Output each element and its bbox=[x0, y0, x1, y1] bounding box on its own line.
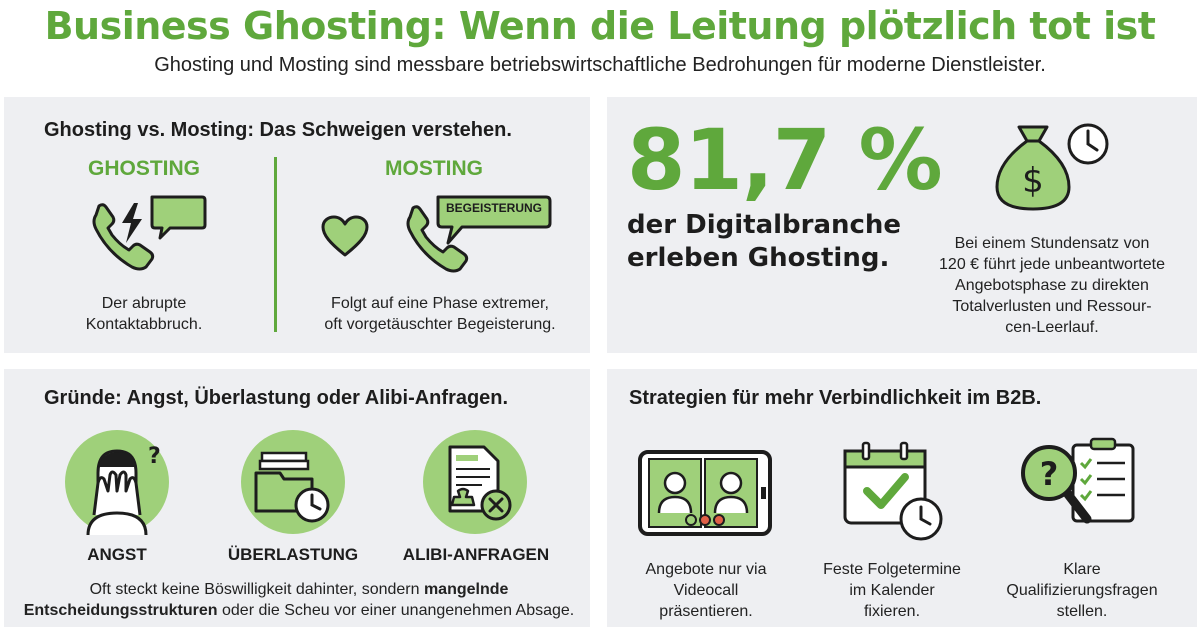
speech-bubble-icon bbox=[150, 195, 207, 240]
strategy-caption-line: im Kalender bbox=[849, 582, 935, 599]
strategy-caption: Angebote nur via Videocall präsentieren. bbox=[621, 559, 791, 622]
strategy-caption-line: Klare bbox=[1063, 561, 1101, 578]
statistic-panel: 81,7 % der Digitalbranche erleben Ghosti… bbox=[607, 97, 1197, 353]
reasons-text-bold: mangelnde bbox=[423, 581, 509, 598]
clock-icon bbox=[1067, 123, 1109, 165]
comparison-panel: Ghosting vs. Mosting: Das Schweigen vers… bbox=[4, 97, 590, 353]
bubble-text: BEGEISTERUNG bbox=[445, 201, 542, 215]
strategies-title: Strategien für mehr Verbindlichkeit im B… bbox=[629, 387, 1042, 409]
reasons-text: Oft steckt keine Böswilligkeit dahinter,… bbox=[89, 581, 424, 598]
page-subtitle: Ghosting und Mosting sind messbare betri… bbox=[154, 54, 1046, 76]
heart-icon bbox=[321, 215, 369, 257]
reason-label: ÜBERLASTUNG bbox=[227, 545, 359, 564]
strategy-caption-line: fixieren. bbox=[863, 603, 921, 620]
ghosting-caption-line: Der abrupte bbox=[101, 295, 187, 312]
ghosting-caption-line: Kontaktabbruch. bbox=[85, 316, 203, 333]
strategy-caption-line: Feste Folgetermine bbox=[823, 561, 961, 578]
reasons-explanation: Oft steckt keine Böswilligkeit dahinter,… bbox=[14, 579, 584, 621]
reason-label: ANGST bbox=[87, 545, 147, 564]
lightning-icon bbox=[122, 203, 142, 243]
page-header: Business Ghosting: Wenn die Leitung plöt… bbox=[0, 0, 1200, 92]
ghosting-caption: Der abrupte Kontaktabbruch. bbox=[44, 293, 244, 335]
cost-text-line: Bei einem Stundensatz von bbox=[954, 235, 1150, 252]
svg-text:?: ? bbox=[1040, 455, 1059, 493]
mosting-caption-line: Folgt auf eine Phase extremer, bbox=[331, 295, 549, 312]
statistic-text-line: erleben Ghosting. bbox=[627, 243, 890, 273]
svg-text:?: ? bbox=[148, 444, 161, 469]
page-title: Business Ghosting: Wenn die Leitung plöt… bbox=[44, 4, 1156, 48]
reasons-title: Gründe: Angst, Überlastung oder Alibi-An… bbox=[44, 387, 509, 409]
strategy-caption-line: stellen. bbox=[1056, 603, 1108, 620]
covering-face-icon: ? bbox=[65, 430, 169, 536]
reasons-text-bold: Entscheidungsstrukturen bbox=[23, 602, 218, 619]
question-checklist-icon: ? bbox=[1021, 437, 1135, 524]
cost-text-line: cen-Leerlauf. bbox=[1005, 319, 1099, 336]
folders-clock-icon bbox=[241, 430, 345, 534]
ghosting-heading: GHOSTING bbox=[87, 157, 200, 180]
reasons-text: oder die Scheu vor einer unangenehmen Ab… bbox=[217, 602, 575, 619]
reasons-panel: Gründe: Angst, Überlastung oder Alibi-An… bbox=[4, 369, 590, 627]
mosting-heading: MOSTING bbox=[385, 157, 483, 180]
phone-icon bbox=[92, 203, 155, 271]
strategy-caption-line: Angebote nur via bbox=[645, 561, 767, 578]
mosting-caption-line: oft vorgetäuschter Begeisterung. bbox=[324, 316, 556, 333]
phone-icon-mosting bbox=[406, 205, 469, 273]
statistic-text: der Digitalbranche erleben Ghosting. bbox=[627, 209, 907, 275]
cost-text-line: Angebotsphase zu direkten bbox=[955, 277, 1149, 294]
svg-text:$: $ bbox=[1022, 161, 1044, 201]
strategy-caption: Klare Qualifizierungsfragen stellen. bbox=[987, 559, 1177, 622]
calendar-check-icon bbox=[843, 441, 943, 541]
cost-text: Bei einem Stundensatz von 120 € führt je… bbox=[927, 233, 1177, 338]
mosting-caption: Folgt auf eine Phase extremer, oft vorge… bbox=[300, 293, 580, 335]
speech-bubble-icon-mosting bbox=[436, 195, 552, 245]
strategy-caption: Feste Folgetermine im Kalender fixieren. bbox=[807, 559, 977, 622]
cost-text-line: Totalverlusten und Ressour- bbox=[952, 298, 1152, 315]
money-bag-icon: $ bbox=[995, 125, 1071, 211]
cost-text-line: 120 € führt jede unbeantwortete bbox=[939, 256, 1165, 273]
comparison-title: Ghosting vs. Mosting: Das Schweigen vers… bbox=[44, 119, 512, 141]
document-rejected-icon bbox=[423, 430, 527, 534]
videocall-icon bbox=[638, 450, 772, 536]
statistic-value: 81,7 % bbox=[627, 111, 943, 209]
reason-label: ALIBI-ANFRAGEN bbox=[402, 545, 550, 564]
strategy-caption-line: Qualifizierungsfragen bbox=[1006, 582, 1158, 599]
strategies-panel: Strategien für mehr Verbindlichkeit im B… bbox=[607, 369, 1197, 627]
divider bbox=[274, 157, 277, 332]
strategy-caption-line: präsentieren. bbox=[659, 603, 753, 620]
strategy-caption-line: Videocall bbox=[673, 582, 739, 599]
statistic-text-line: der Digitalbranche bbox=[627, 210, 902, 240]
